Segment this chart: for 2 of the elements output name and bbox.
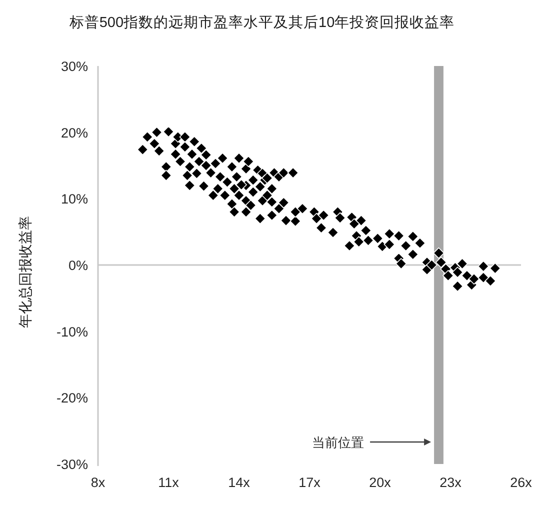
ylabel: 年化总回报收益率 — [17, 216, 33, 328]
title: 标普500指数的远期市盈率水平及其后10年投资回报收益率 — [69, 15, 455, 31]
